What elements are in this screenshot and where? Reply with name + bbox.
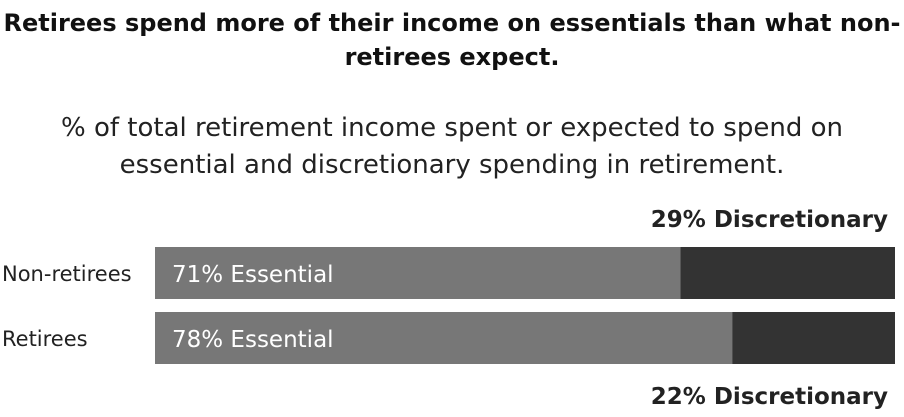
category-label-non-retirees: Non-retirees <box>2 262 132 286</box>
data-label-discretionary-non-retirees: 29% Discretionary <box>651 207 888 233</box>
data-label-essential-retirees: 78% Essential <box>172 327 334 353</box>
chart-subtitle: % of total retirement income spent or ex… <box>61 113 843 180</box>
data-label-essential-non-retirees: 71% Essential <box>172 262 334 288</box>
category-label-retirees: Retirees <box>2 327 88 351</box>
bar-essential-retirees <box>155 312 733 364</box>
bar-discretionary-non-retirees <box>680 247 895 299</box>
bar-discretionary-retirees <box>732 312 895 364</box>
data-label-discretionary-retirees: 22% Discretionary <box>651 384 888 410</box>
chart-title: Retirees spend more of their income on e… <box>3 9 901 71</box>
bar-essential-non-retirees <box>155 247 681 299</box>
